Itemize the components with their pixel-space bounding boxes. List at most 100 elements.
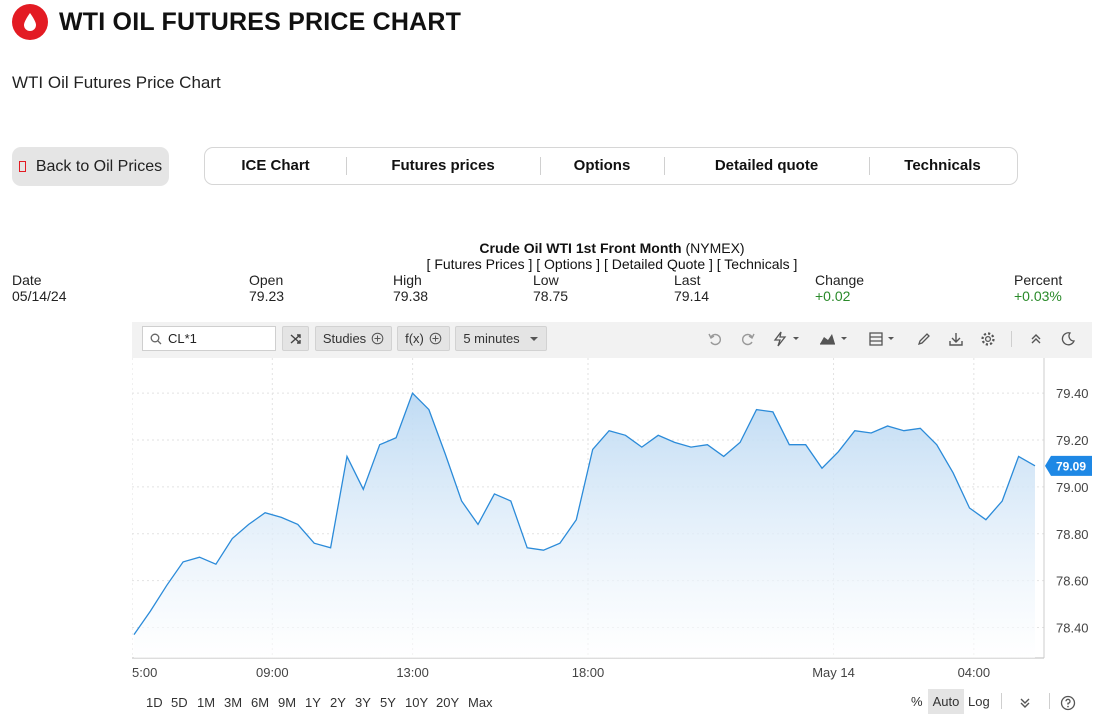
tab-ice-chart[interactable]: ICE Chart (241, 157, 310, 174)
current-price-tag (1045, 455, 1092, 476)
y-tick-label: 78.60 (1056, 574, 1089, 589)
back-to-oil-prices-button[interactable]: Back to Oil Prices (12, 147, 169, 186)
high-value: 79.38 (393, 288, 429, 304)
percent-scale-button[interactable]: % (911, 694, 923, 709)
tab-technicals[interactable]: Technicals (869, 155, 1016, 177)
last-value: 79.14 (674, 288, 710, 304)
x-tick-label: 04:00 (958, 665, 991, 680)
interval-value: 5 minutes (463, 331, 520, 346)
range-3y[interactable]: 3Y (355, 695, 371, 710)
collapse-up-icon[interactable] (1026, 329, 1046, 349)
range-divider (1001, 693, 1002, 709)
undo-icon[interactable] (705, 329, 725, 349)
settings-gear-icon[interactable] (978, 329, 998, 349)
high-label: High (393, 272, 422, 288)
toolbar-divider (1011, 331, 1012, 347)
y-tick-label: 78.40 (1056, 621, 1089, 636)
tab-options[interactable]: Options (540, 155, 664, 177)
layout-icon[interactable] (867, 329, 900, 349)
y-tick-label: 79.20 (1056, 433, 1089, 448)
exchange-name: (NYMEX) (685, 240, 745, 256)
change-value: +0.02 (815, 288, 851, 304)
open-label: Open (249, 272, 284, 288)
quote-links[interactable]: [ Futures Prices ] [ Options ] [ Detaile… (426, 256, 798, 272)
date-value: 05/14/24 (12, 288, 67, 304)
range-2y[interactable]: 2Y (330, 695, 346, 710)
x-tick-label: 13:00 (396, 665, 429, 680)
studies-label: Studies (322, 331, 367, 346)
add-circle-icon (371, 332, 384, 345)
symbol-value: CL*1 (168, 331, 197, 346)
range-5d[interactable]: 5D (171, 695, 188, 710)
page-title: WTI OIL FUTURES PRICE CHART (59, 7, 462, 36)
y-tick-label: 79.40 (1056, 386, 1089, 401)
events-lightning-icon[interactable] (771, 329, 803, 349)
interval-select[interactable]: 5 minutes (455, 326, 547, 351)
dark-mode-moon-icon[interactable] (1058, 329, 1078, 349)
quote-percent: Percent +0.03% (1014, 272, 1062, 304)
x-tick-label: 18:00 (572, 665, 605, 680)
x-tick-label: May 14 (812, 665, 855, 680)
range-3m[interactable]: 3M (224, 695, 243, 710)
quote-high: High 79.38 (393, 272, 428, 304)
date-label: Date (12, 272, 42, 288)
quote-open: Open 79.23 (249, 272, 284, 304)
chevron-down-icon (529, 336, 538, 341)
change-label: Change (815, 272, 865, 288)
range-1m[interactable]: 1M (197, 695, 216, 710)
functions-label: f(x) (405, 331, 424, 346)
y-tick-label: 78.80 (1056, 527, 1089, 542)
price-area (134, 393, 1035, 658)
expand-down-icon[interactable] (1015, 693, 1035, 713)
tab-detailed-quote[interactable]: Detailed quote (664, 155, 869, 177)
quote-low: Low 78.75 (533, 272, 568, 304)
quote-last: Last 79.14 (674, 272, 709, 304)
range-selector: 1D 5D 1M 3M 6M 9M 1Y 2Y 3Y 5Y 10Y 20Y Max (132, 688, 1092, 718)
y-tick-label: 79.00 (1056, 480, 1089, 495)
range-10y[interactable]: 10Y (405, 695, 429, 710)
studies-button[interactable]: Studies (315, 326, 392, 351)
redo-icon[interactable] (738, 329, 758, 349)
low-label: Low (533, 272, 559, 288)
range-divider-2 (1049, 693, 1050, 709)
range-20y[interactable]: 20Y (436, 695, 460, 710)
x-tick-label: 09:00 (256, 665, 289, 680)
back-button-label: Back to Oil Prices (35, 157, 163, 175)
price-line (133, 392, 1036, 635)
range-1y[interactable]: 1Y (305, 695, 321, 710)
current-price-label: 79.09 (1056, 459, 1086, 473)
chart-type-icon[interactable] (818, 329, 851, 349)
add-circle-icon (429, 332, 442, 345)
quote-date: Date 05/14/24 (12, 272, 67, 304)
range-9m[interactable]: 9M (278, 695, 297, 710)
download-icon[interactable] (946, 329, 966, 349)
page-header: WTI OIL FUTURES PRICE CHART (12, 3, 461, 41)
quote-change: Change +0.02 (815, 272, 864, 304)
last-label: Last (674, 272, 701, 288)
x-tick-label: 5:00 (132, 665, 157, 680)
percent-value: +0.03% (1014, 288, 1062, 304)
functions-button[interactable]: f(x) (397, 326, 450, 351)
log-scale-button[interactable]: Log (968, 694, 990, 709)
range-6m[interactable]: 6M (251, 695, 270, 710)
low-value: 78.75 (533, 288, 569, 304)
help-icon[interactable] (1058, 693, 1078, 713)
percent-label: Percent (1014, 272, 1063, 288)
shuffle-icon (290, 333, 301, 344)
oil-drop-icon (12, 4, 48, 40)
range-1d[interactable]: 1D (146, 695, 163, 710)
compare-shuffle-button[interactable] (282, 326, 309, 351)
range-max[interactable]: Max (468, 695, 493, 710)
instrument-name: Crude Oil WTI 1st Front Month (479, 240, 682, 256)
draw-pencil-icon[interactable] (914, 329, 934, 349)
back-icon (18, 161, 26, 172)
quote-title: Crude Oil WTI 1st Front Month (NYMEX) (0, 240, 1095, 256)
open-value: 79.23 (249, 288, 285, 304)
price-chart[interactable]: 79.40 79.20 79.00 78.80 78.60 78.40 5:00 09:00 1… (132, 358, 1092, 688)
range-5y[interactable]: 5Y (380, 695, 396, 710)
symbol-search-input[interactable]: CL*1 (142, 326, 276, 351)
tab-futures-prices[interactable]: Futures prices (346, 155, 540, 177)
search-icon (150, 333, 162, 344)
chart-nav-tabs: ICE Chart Futures prices Options Detaile… (204, 147, 1018, 185)
auto-scale-button[interactable]: Auto (928, 689, 964, 714)
